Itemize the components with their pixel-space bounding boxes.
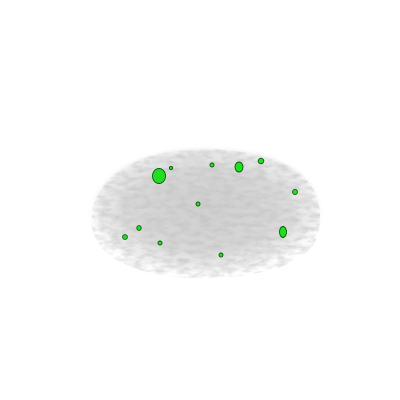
fluorescent-marker bbox=[157, 240, 163, 246]
fluorescent-marker bbox=[279, 226, 287, 238]
fluorescent-marker bbox=[257, 157, 265, 165]
fluorescent-markers bbox=[122, 157, 298, 258]
fluorescent-marker bbox=[234, 161, 244, 173]
fluorescent-marker bbox=[195, 201, 201, 207]
fluorescent-marker bbox=[136, 225, 142, 231]
fluorescent-marker bbox=[152, 168, 166, 184]
fluorescent-marker bbox=[292, 188, 298, 196]
fluorescent-marker bbox=[218, 252, 224, 258]
fluorescent-marker bbox=[209, 162, 215, 168]
specimen-body bbox=[91, 149, 321, 279]
fluorescent-marker bbox=[122, 234, 128, 240]
fluorescent-marker bbox=[168, 165, 174, 171]
